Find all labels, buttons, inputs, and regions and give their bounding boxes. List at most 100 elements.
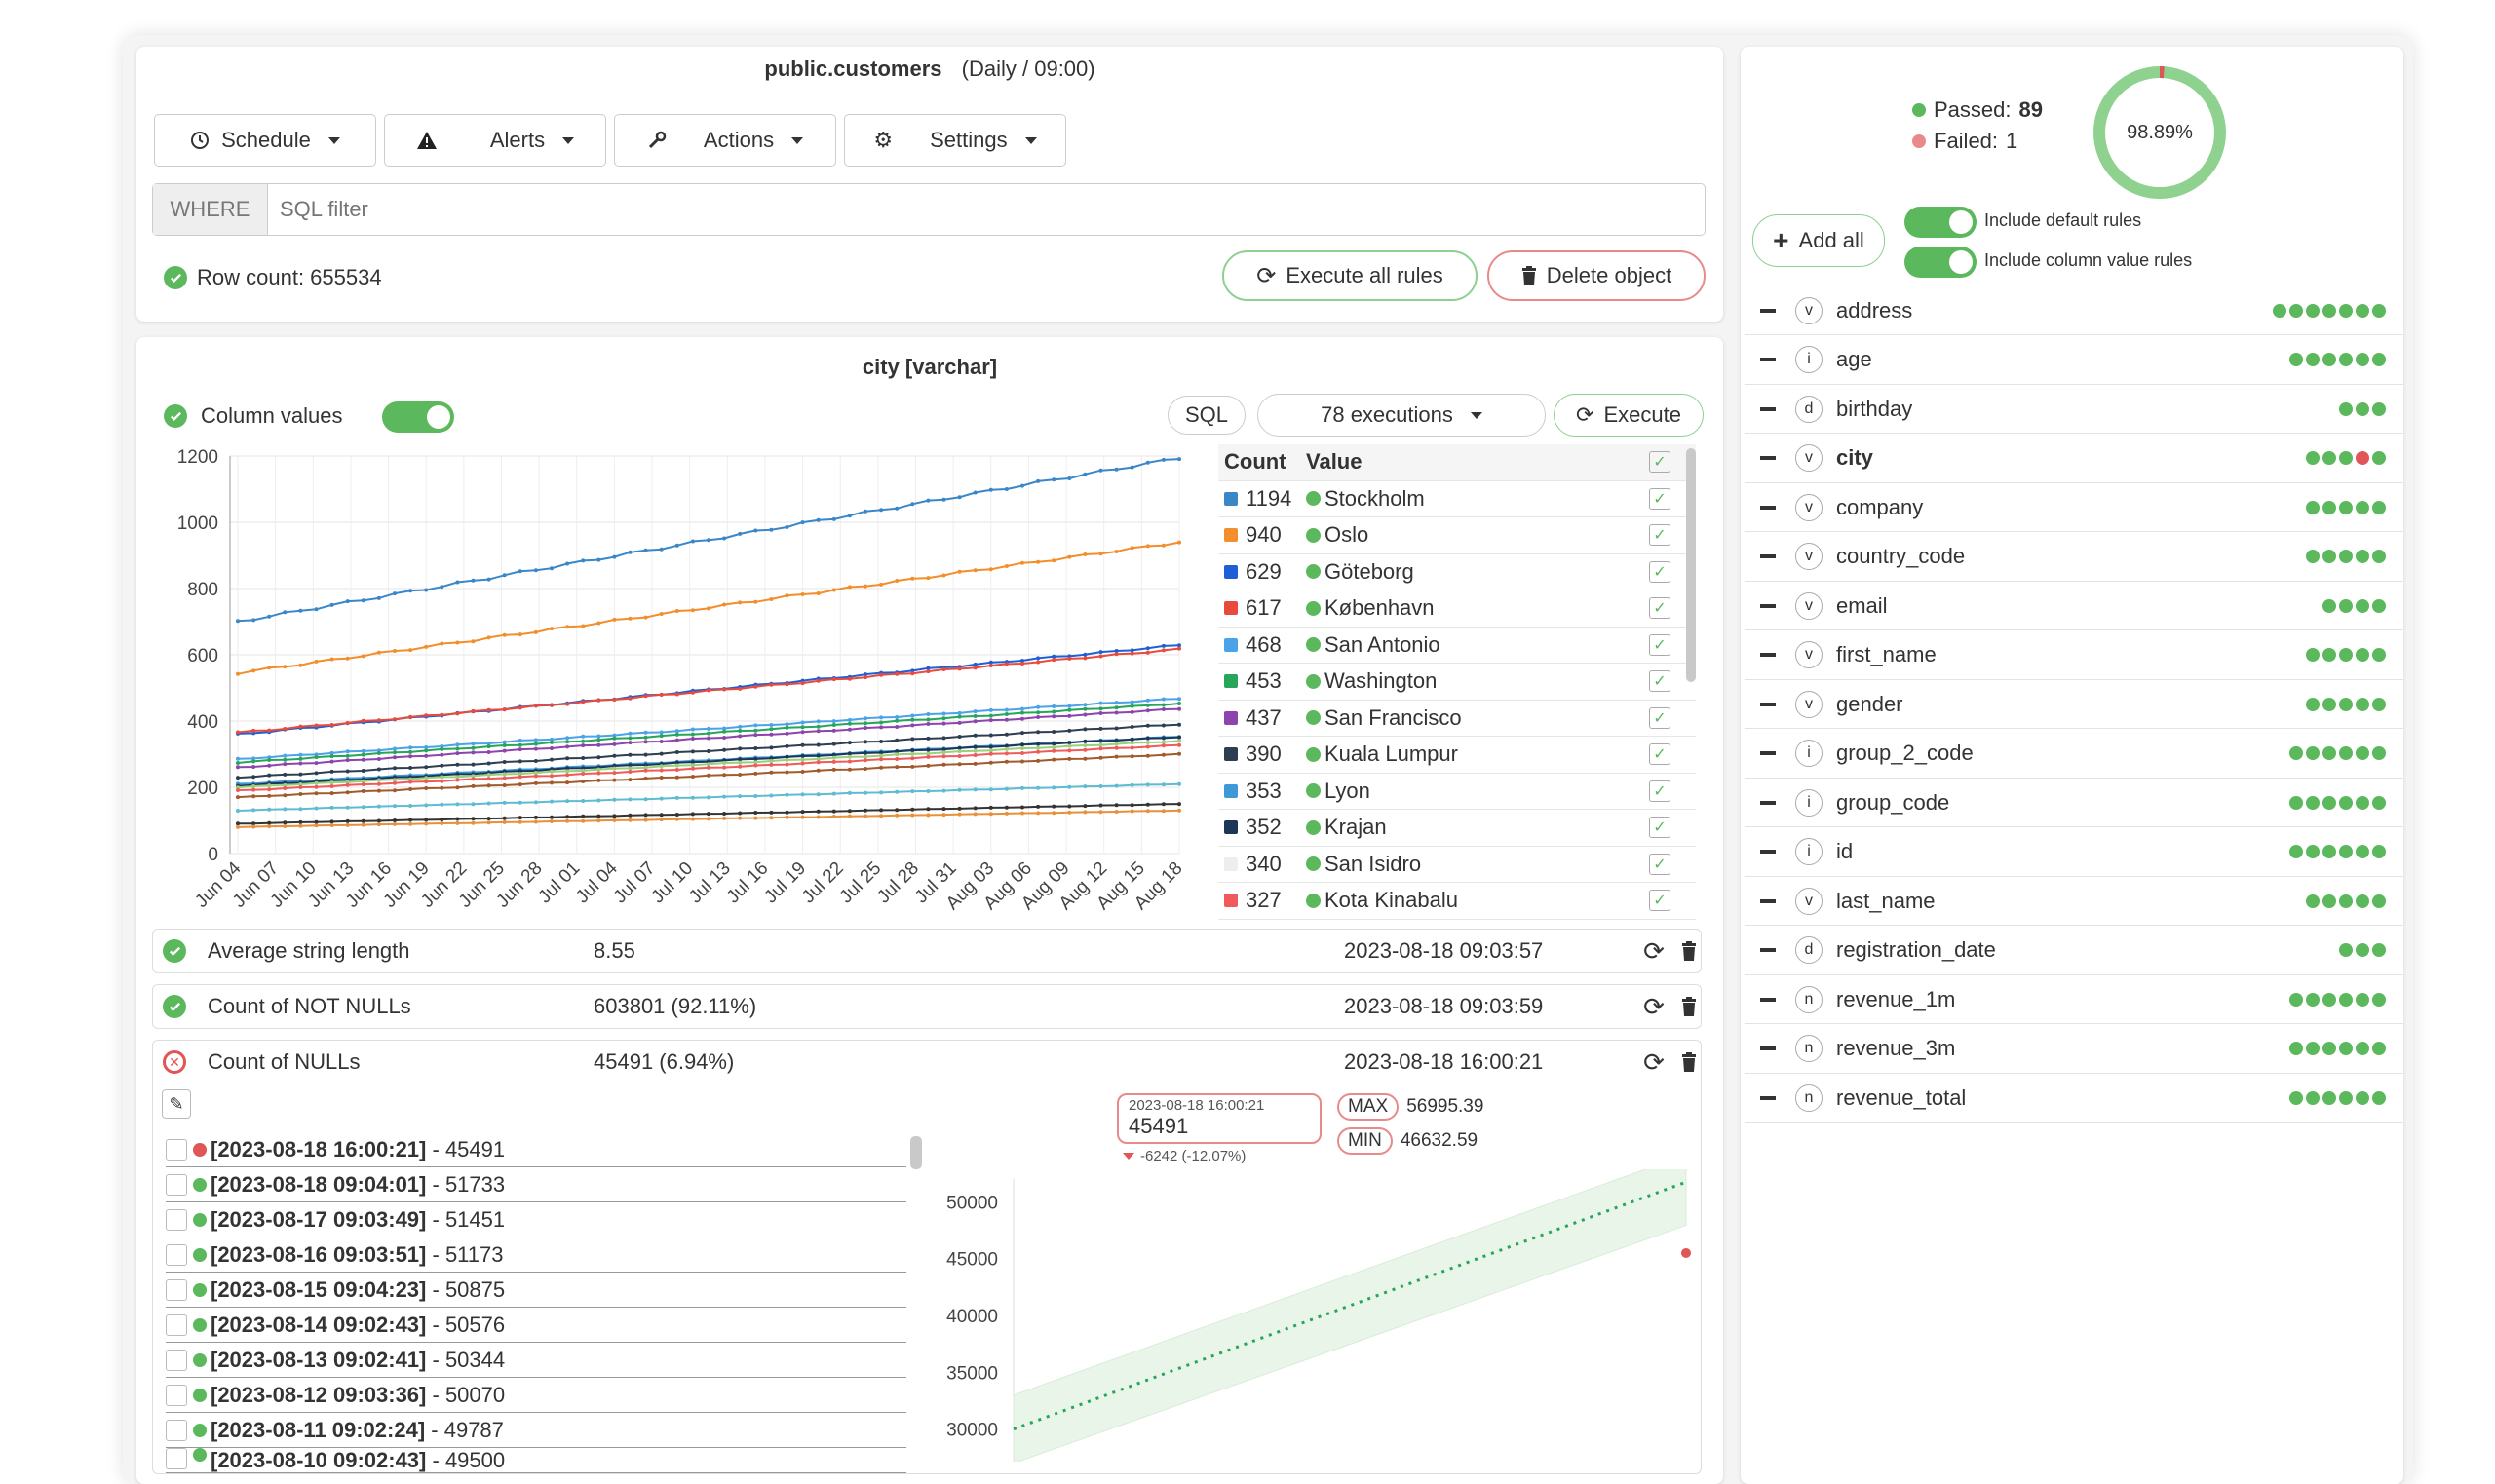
value-checkbox[interactable]: ✓ [1649, 706, 1670, 729]
data-point [408, 804, 413, 808]
column-item[interactable]: i group_code [1745, 779, 2403, 827]
minus-icon[interactable] [1760, 948, 1776, 952]
minus-icon[interactable] [1760, 800, 1776, 805]
column-item[interactable]: i group_2_code [1745, 730, 2403, 779]
actions-button[interactable]: Actions [614, 114, 836, 167]
minus-icon[interactable] [1760, 406, 1776, 411]
minus-icon[interactable] [1760, 554, 1776, 558]
schedule-button[interactable]: Schedule [154, 114, 376, 167]
include-column-value-rules-toggle[interactable] [1904, 247, 1977, 278]
history-checkbox[interactable] [166, 1448, 187, 1469]
column-item[interactable]: i id [1745, 828, 2403, 877]
minus-icon[interactable] [1760, 898, 1776, 903]
value-checkbox[interactable]: ✓ [1649, 743, 1670, 766]
column-item[interactable]: n revenue_3m [1745, 1025, 2403, 1074]
history-item[interactable]: [2023-08-18 09:04:01] - 51733 [166, 1167, 906, 1202]
minus-icon[interactable] [1760, 505, 1776, 510]
history-checkbox[interactable] [166, 1278, 187, 1301]
minus-icon[interactable] [1760, 358, 1776, 361]
refresh-icon[interactable]: ⟳ [1643, 1046, 1665, 1077]
rule-row[interactable]: ✕ Count of NULLs 45491 (6.94%) 2023-08-18 1… [152, 1040, 1702, 1084]
history-item[interactable]: [2023-08-11 09:02:24] - 49787 [166, 1413, 906, 1448]
history-item[interactable]: [2023-08-12 09:03:36] - 50070 [166, 1378, 906, 1413]
delete-object-button[interactable]: Delete object [1487, 250, 1706, 301]
history-checkbox[interactable] [166, 1138, 187, 1161]
minus-icon[interactable] [1760, 1095, 1776, 1100]
column-item[interactable]: v last_name [1745, 877, 2403, 926]
column-item[interactable]: v address [1745, 286, 2403, 335]
history-checkbox[interactable] [166, 1313, 187, 1336]
column-values-toggle[interactable] [382, 401, 454, 433]
history-item[interactable]: [2023-08-10 09:02:43] - 49500 [166, 1448, 906, 1473]
data-point [957, 745, 962, 750]
edit-icon[interactable]: ✎ [162, 1089, 191, 1119]
data-point [1161, 648, 1166, 653]
data-point [550, 780, 554, 785]
alerts-button[interactable]: Alerts [384, 114, 606, 167]
refresh-icon[interactable]: ⟳ [1643, 935, 1665, 966]
value-checkbox[interactable]: ✓ [1649, 597, 1670, 620]
value-checkbox[interactable]: ✓ [1649, 890, 1670, 912]
column-item[interactable]: d birthday [1745, 385, 2403, 434]
legend-scrollbar[interactable] [1686, 448, 1696, 682]
select-all-checkbox[interactable]: ✓ [1649, 451, 1670, 474]
column-item[interactable]: v city [1745, 435, 2403, 483]
sql-filter-input[interactable] [268, 184, 1705, 235]
executions-dropdown[interactable]: 78 executions [1257, 394, 1546, 437]
trash-icon[interactable] [1681, 997, 1697, 1016]
minus-icon[interactable] [1760, 308, 1776, 313]
minus-icon[interactable] [1760, 603, 1776, 608]
column-item[interactable]: v email [1745, 582, 2403, 630]
value-checkbox[interactable]: ✓ [1649, 670, 1670, 693]
history-checkbox[interactable] [166, 1243, 187, 1266]
trash-icon[interactable] [1681, 1052, 1697, 1072]
rule-row[interactable]: Count of NOT NULLs 603801 (92.11%) 2023-08… [152, 984, 1702, 1029]
rule-row[interactable]: Average string length 8.55 2023-08-18 09:0… [152, 929, 1702, 973]
column-item[interactable]: v country_code [1745, 533, 2403, 582]
minus-icon[interactable] [1760, 653, 1776, 657]
history-item[interactable]: [2023-08-13 09:02:41] - 50344 [166, 1343, 906, 1378]
value-checkbox[interactable]: ✓ [1649, 817, 1670, 839]
value-checkbox[interactable]: ✓ [1649, 853, 1670, 875]
minus-icon[interactable] [1760, 1046, 1776, 1050]
history-checkbox[interactable] [166, 1208, 187, 1231]
history-checkbox[interactable] [166, 1349, 187, 1371]
data-point [1177, 802, 1181, 807]
history-checkbox[interactable] [166, 1173, 187, 1196]
history-item[interactable]: [2023-08-16 09:03:51] - 51173 [166, 1237, 906, 1273]
value-checkbox[interactable]: ✓ [1649, 487, 1670, 510]
history-scrollbar[interactable] [910, 1136, 922, 1169]
execute-button[interactable]: ⟳ Execute [1554, 394, 1704, 437]
column-item[interactable]: v first_name [1745, 631, 2403, 680]
settings-button[interactable]: ⚙ Settings [844, 114, 1066, 167]
value-checkbox[interactable]: ✓ [1649, 560, 1670, 583]
history-item[interactable]: [2023-08-15 09:04:23] - 50875 [166, 1273, 906, 1308]
history-item[interactable]: [2023-08-18 16:00:21] - 45491 [166, 1132, 906, 1167]
history-item[interactable]: [2023-08-14 09:02:43] - 50576 [166, 1308, 906, 1343]
history-item[interactable]: [2023-08-17 09:03:49] - 51451 [166, 1202, 906, 1237]
minus-icon[interactable] [1760, 997, 1776, 1002]
sql-button[interactable]: SQL [1168, 396, 1246, 435]
include-default-rules-toggle[interactable] [1904, 207, 1977, 238]
history-checkbox[interactable] [166, 1384, 187, 1406]
minus-icon[interactable] [1760, 702, 1776, 706]
column-item[interactable]: v gender [1745, 680, 2403, 729]
value-checkbox[interactable]: ✓ [1649, 780, 1670, 802]
add-all-button[interactable]: + Add all [1752, 214, 1885, 267]
minus-icon[interactable] [1760, 850, 1776, 854]
minus-icon[interactable] [1760, 456, 1776, 460]
column-item[interactable]: i age [1745, 336, 2403, 385]
trash-icon[interactable] [1681, 941, 1697, 961]
status-dot-passed [2339, 697, 2353, 711]
column-item[interactable]: v company [1745, 483, 2403, 532]
refresh-icon[interactable]: ⟳ [1643, 991, 1665, 1021]
column-item[interactable]: d registration_date [1745, 927, 2403, 975]
value-checkbox[interactable]: ✓ [1649, 633, 1670, 656]
history-checkbox[interactable] [166, 1419, 187, 1441]
column-item[interactable]: n revenue_total [1745, 1074, 2403, 1123]
column-item[interactable]: n revenue_1m [1745, 975, 2403, 1024]
value-checkbox[interactable]: ✓ [1649, 524, 1670, 547]
status-dot-passed [2372, 451, 2386, 465]
minus-icon[interactable] [1760, 751, 1776, 755]
execute-all-rules-button[interactable]: ⟳ Execute all rules [1222, 250, 1478, 301]
